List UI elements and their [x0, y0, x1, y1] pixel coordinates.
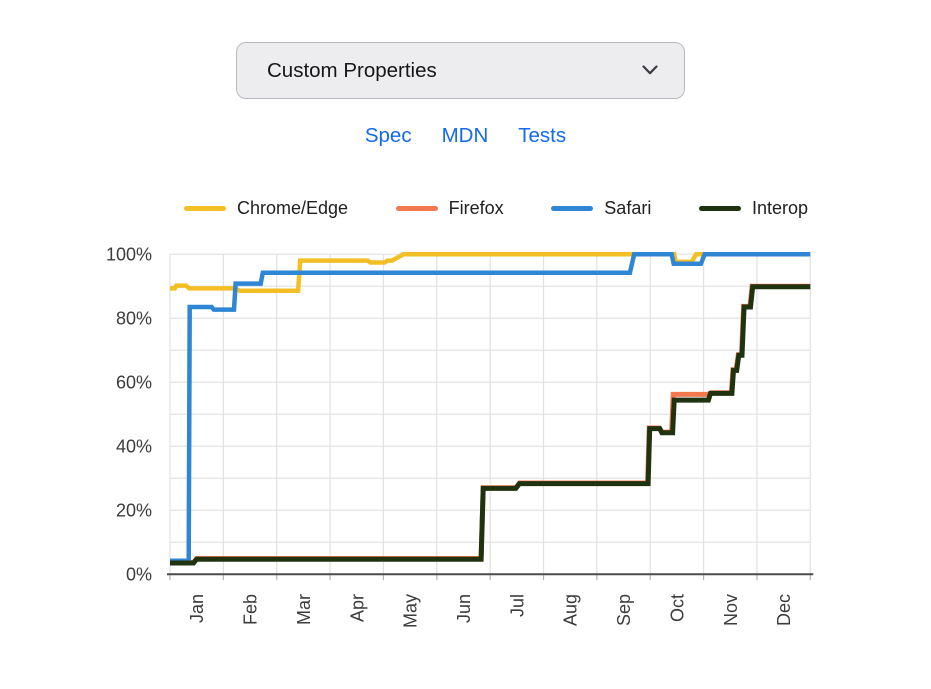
x-axis-label: Mar	[294, 594, 314, 625]
chart-legend: Chrome/Edge Firefox Safari Interop	[184, 197, 808, 219]
x-axis-label: Feb	[241, 594, 261, 625]
legend-item-safari: Safari	[551, 198, 651, 219]
chevron-down-icon	[642, 65, 658, 76]
x-axis-label: Sep	[614, 594, 634, 626]
interop-line-swatch	[698, 205, 741, 211]
firefox-line-swatch	[395, 205, 438, 211]
y-axis-label: 40%	[116, 437, 152, 457]
feature-select-dropdown[interactable]: Custom Properties	[236, 42, 685, 99]
mdn-link[interactable]: MDN	[441, 124, 489, 147]
resource-links: Spec MDN Tests	[0, 121, 931, 151]
x-axis-label: May	[401, 594, 421, 628]
x-axis-label: Jul	[507, 594, 527, 617]
y-axis-label: 100%	[106, 245, 152, 265]
y-axis-label: 0%	[126, 565, 152, 585]
y-axis-label: 20%	[116, 501, 152, 521]
safari-line-swatch	[551, 205, 594, 211]
legend-item-firefox: Firefox	[395, 197, 504, 219]
series-line-interop	[170, 284, 811, 566]
x-axis-label: Jan	[187, 594, 207, 623]
series-line-safari	[170, 251, 811, 564]
spec-link[interactable]: Spec	[364, 124, 412, 147]
tests-link[interactable]: Tests	[518, 124, 567, 147]
legend-label: Firefox	[448, 197, 504, 218]
x-axis-label: Aug	[561, 594, 581, 626]
legend-label: Safari	[604, 197, 652, 218]
chrome-edge-line-swatch	[184, 205, 226, 211]
legend-item-interop: Interop	[698, 197, 808, 219]
y-axis-label: 80%	[116, 309, 152, 329]
x-axis-label: Nov	[721, 594, 741, 626]
x-axis-label: Oct	[667, 594, 687, 622]
legend-label: Chrome/Edge	[237, 197, 349, 218]
series-line-chrome-edge	[170, 251, 811, 293]
legend-item-chrome-edge: Chrome/Edge	[184, 198, 348, 219]
x-axis-label: Jun	[454, 594, 474, 623]
feature-select-value: Custom Properties	[267, 58, 437, 82]
x-axis-label: Apr	[347, 594, 367, 622]
legend-label: Interop	[751, 197, 808, 218]
x-axis-label: Dec	[774, 594, 794, 626]
y-axis-label: 60%	[116, 373, 152, 393]
